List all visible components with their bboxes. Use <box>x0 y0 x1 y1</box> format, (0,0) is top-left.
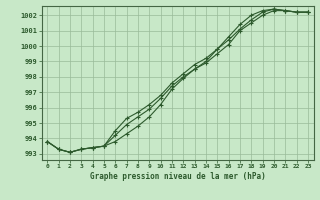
X-axis label: Graphe pression niveau de la mer (hPa): Graphe pression niveau de la mer (hPa) <box>90 172 266 181</box>
